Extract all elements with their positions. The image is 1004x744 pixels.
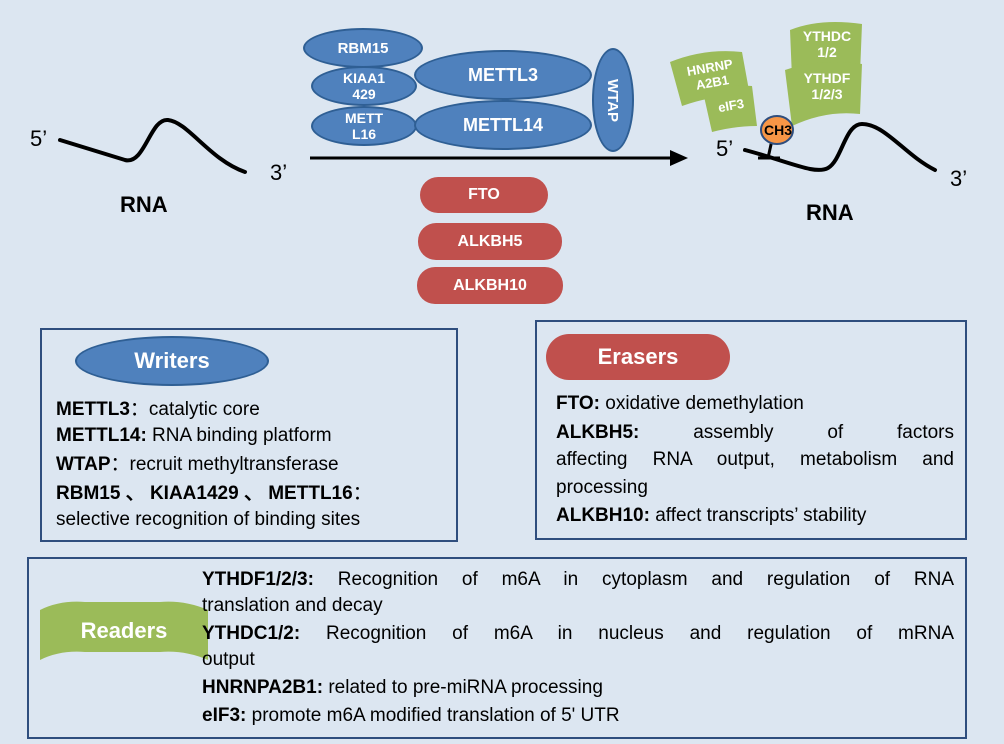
ythdf-line-2: 1/2/3 — [811, 86, 843, 102]
rbm15-ellipse: RBM15 — [303, 28, 423, 68]
right-three-prime: 3’ — [950, 166, 968, 191]
erasers-line-fto-text: oxidative demethylation — [599, 393, 804, 414]
readers-line-ythdc-cont: output — [202, 649, 255, 670]
readers-line-hnrnp-bold: HNRNPA2B1: — [202, 677, 324, 698]
erasers-line-alkbh5-cont2: processing — [556, 477, 648, 498]
kiaa1429-line-2: 429 — [352, 86, 376, 102]
mettl16-line-1: METT — [344, 110, 384, 126]
alkbh5-pill: ALKBH5 — [418, 223, 562, 260]
right-rna-label: RNA — [806, 200, 854, 225]
erasers-line-alkbh10-text: affect transcripts’ stability — [649, 505, 867, 526]
right-five-prime: 5’ — [716, 136, 734, 161]
readers-line-ythdc-text: Recognition of m6A in nucleus and regula… — [326, 623, 955, 644]
erasers-line-alkbh5-cont1: affecting RNA output, metabolism and — [556, 449, 954, 470]
ythdc-tag-text: YTHDC 1/2 — [794, 28, 860, 60]
readers-line-ythdf: YTHDF1/2/3: Recognition of m6A in cytopl… — [202, 568, 954, 592]
readers-line-ythdc-bold: YTHDC1/2: — [202, 623, 301, 644]
readers-line-hnrnp-text: related to pre-miRNA processing — [323, 677, 603, 698]
readers-line-eif3: eIF3: promote m6A modified translation o… — [202, 704, 620, 728]
ch3-circle — [760, 115, 794, 145]
writers-line-mettl3-bold: METTL3 — [56, 399, 130, 420]
kiaa1429-ellipse: KIAA1 429 — [311, 66, 417, 106]
ch3-label: CH3 — [763, 122, 792, 138]
ythdf-tag-shape — [785, 62, 862, 126]
writers-line-wtap-bold: WTAP — [56, 454, 111, 475]
right-rna-strand — [743, 121, 937, 172]
writers-line-selective: selective recognition of binding sites — [56, 508, 360, 532]
writers-line-wtap-text: ：recruit methyltransferase — [110, 454, 339, 475]
writers-box — [40, 328, 458, 542]
left-five-prime: 5’ — [30, 126, 48, 151]
left-rna-label: RNA — [120, 192, 168, 217]
writers-line-rbm15-bold: RBM15 、 KIAA1429 、 METTL16 — [56, 483, 353, 504]
wtap-ellipse: WTAP — [592, 48, 634, 152]
writers-line-selective-text: selective recognition of binding sites — [56, 509, 361, 530]
alkbh10-pill: ALKBH10 — [417, 267, 563, 304]
erasers-title: Erasers — [546, 334, 730, 380]
writers-line-rbm15-text: ： — [352, 483, 372, 504]
mettl16-line-2: L16 — [351, 126, 377, 142]
readers-box — [27, 557, 967, 739]
readers-line-hnrnp: HNRNPA2B1: related to pre-miRNA processi… — [202, 676, 603, 700]
readers-line-ythdf-cont: translation and decay — [202, 595, 383, 616]
erasers-box — [535, 320, 967, 540]
readers-line-ythdf-bold: YTHDF1/2/3: — [202, 569, 314, 590]
ythdc-line-1: YTHDC — [802, 28, 852, 44]
readers-line-eif3-text: promote m6A modified translation of 5' U… — [246, 705, 620, 726]
writers-line-wtap: WTAP：recruit methyltransferase — [56, 453, 339, 477]
ythdc-line-2: 1/2 — [817, 44, 837, 60]
readers-line-ythdc: YTHDC1/2: Recognition of m6A in nucleus … — [202, 622, 954, 646]
writers-line-mettl14: METTL14: RNA binding platform — [56, 424, 332, 448]
kiaa1429-line-1: KIAA1 — [342, 70, 385, 86]
left-three-prime: 3’ — [270, 160, 288, 185]
mettl16-ellipse: METT L16 — [311, 106, 417, 146]
erasers-line-fto-bold: FTO: — [556, 393, 600, 414]
readers-line-ythdf-text: Recognition of m6A in cytoplasm and regu… — [337, 569, 954, 590]
writers-line-mettl3: METTL3：catalytic core — [56, 398, 260, 422]
readers-banner-shape — [40, 601, 208, 660]
mettl14-ellipse: METTL14 — [414, 100, 592, 150]
ythdf-line-1: YTHDF — [803, 70, 851, 86]
writers-line-rbm15: RBM15 、 KIAA1429 、 METTL16： — [56, 482, 372, 506]
wtap-label: WTAP — [604, 78, 622, 122]
erasers-line-alkbh5-text: assembly of factors — [693, 422, 955, 443]
fto-pill: FTO — [420, 177, 548, 213]
erasers-line-fto: FTO: oxidative demethylation — [556, 392, 804, 416]
writers-line-mettl14-text: RNA binding platform — [146, 425, 332, 446]
eif3-tag-shape — [703, 85, 757, 132]
writers-title: Writers — [75, 336, 269, 386]
mettl3-ellipse: METTL3 — [414, 50, 592, 100]
erasers-line-alkbh5: ALKBH5: assembly of factors — [556, 421, 954, 445]
erasers-line-alkbh5-bold: ALKBH5: — [556, 422, 640, 443]
readers-line-eif3-bold: eIF3: — [202, 705, 247, 726]
erasers-line-alkbh10-bold: ALKBH10: — [556, 505, 650, 526]
erasers-line-alkbh10: ALKBH10: affect transcripts’ stability — [556, 504, 866, 528]
writers-line-mettl3-text: ：catalytic core — [129, 399, 260, 420]
writers-line-mettl14-bold: METTL14: — [56, 425, 147, 446]
left-rna-strand — [58, 118, 247, 174]
ythdf-tag-text: YTHDF 1/2/3 — [794, 70, 860, 102]
arrow-head — [670, 150, 688, 166]
readers-title: Readers — [80, 618, 168, 643]
